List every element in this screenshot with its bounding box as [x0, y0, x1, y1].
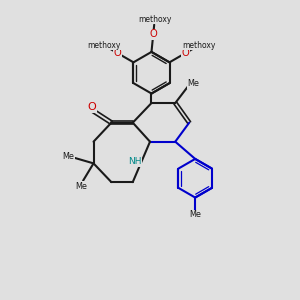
Text: Me: Me	[63, 152, 74, 161]
Text: O: O	[114, 48, 122, 58]
Text: NH: NH	[128, 158, 142, 166]
Text: O: O	[181, 48, 189, 58]
Text: Me: Me	[189, 210, 201, 219]
Text: methoxy: methoxy	[87, 41, 121, 50]
Text: O: O	[87, 102, 96, 112]
Text: Me: Me	[187, 79, 199, 88]
Text: O: O	[149, 29, 157, 40]
Text: methoxy: methoxy	[138, 15, 171, 24]
Text: methoxy: methoxy	[182, 41, 215, 50]
Text: Me: Me	[76, 182, 88, 191]
